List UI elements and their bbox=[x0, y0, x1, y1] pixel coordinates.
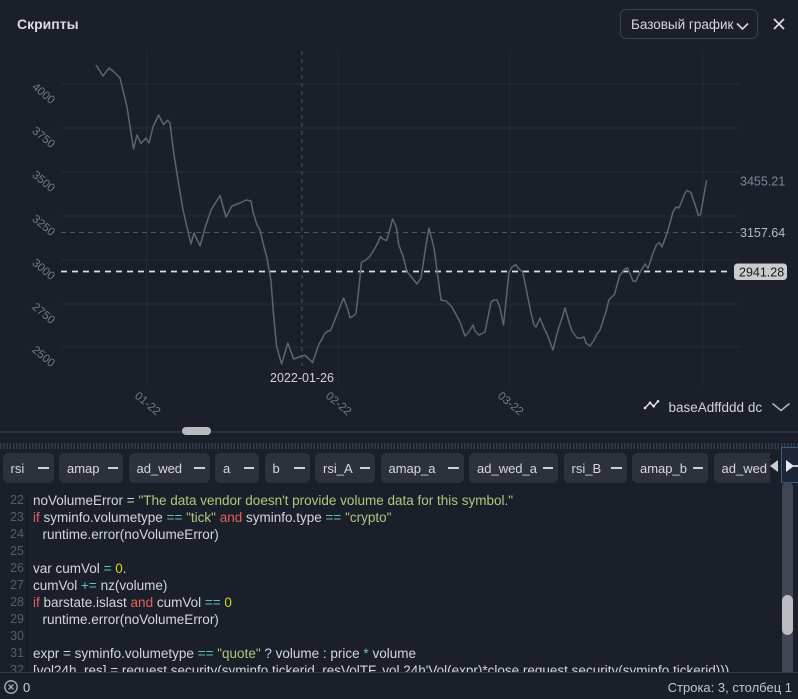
svg-text:2500: 2500 bbox=[29, 344, 56, 370]
svg-text:3455.21: 3455.21 bbox=[740, 175, 785, 189]
svg-text:3000: 3000 bbox=[29, 257, 56, 283]
svg-text:3250: 3250 bbox=[29, 213, 56, 239]
svg-text:03-22: 03-22 bbox=[495, 390, 525, 418]
svg-text:3157.64: 3157.64 bbox=[740, 226, 785, 240]
svg-text:2022-01-26: 2022-01-26 bbox=[270, 371, 334, 385]
svg-text:2941.28: 2941.28 bbox=[739, 266, 784, 280]
svg-text:01-22: 01-22 bbox=[132, 390, 162, 418]
svg-text:3750: 3750 bbox=[29, 125, 56, 151]
svg-text:3500: 3500 bbox=[29, 169, 56, 195]
svg-text:02-22: 02-22 bbox=[323, 390, 353, 418]
svg-text:baseAdffddd dc: baseAdffddd dc bbox=[669, 400, 763, 415]
svg-text:4000: 4000 bbox=[29, 81, 56, 107]
svg-text:2750: 2750 bbox=[29, 301, 56, 327]
